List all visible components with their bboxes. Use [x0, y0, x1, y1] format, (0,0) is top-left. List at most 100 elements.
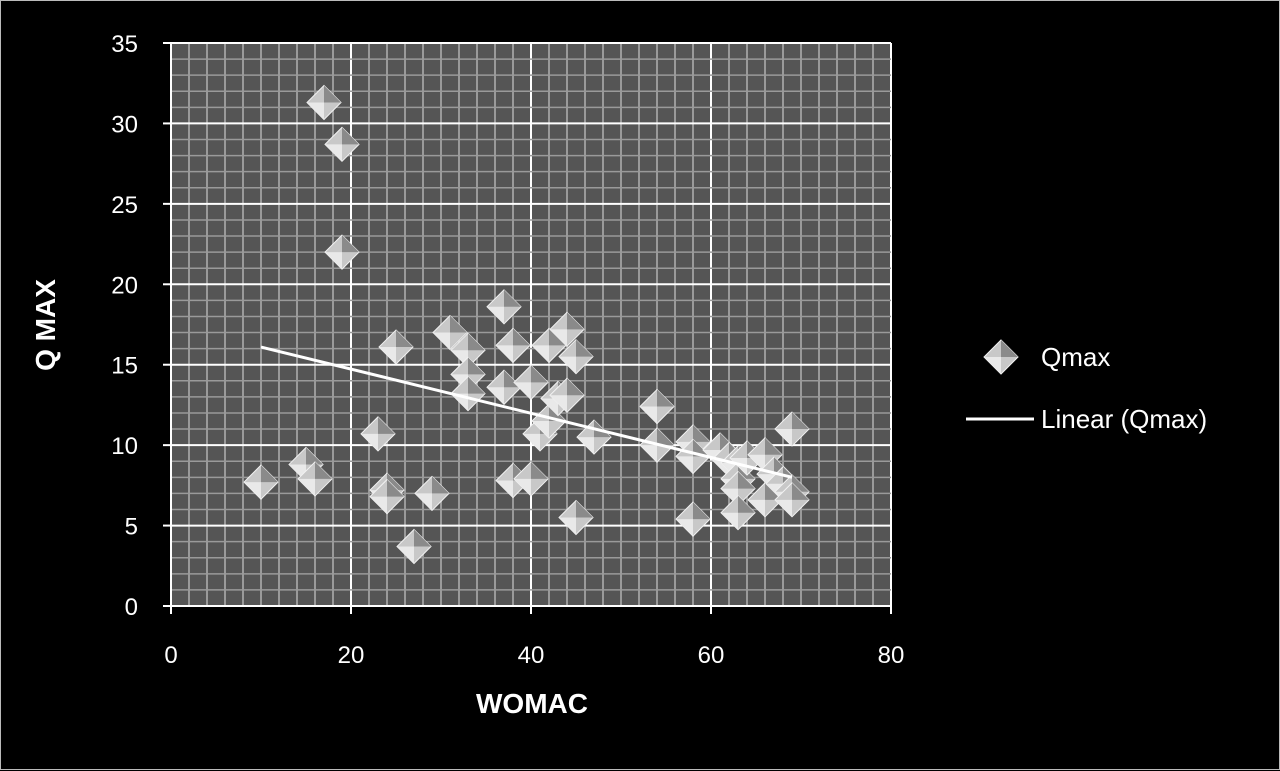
legend-diamond-shape	[983, 339, 1019, 375]
y-tick-labels: 0 5 10 15 20 25 30 35	[111, 31, 138, 621]
qmax-point	[639, 388, 675, 425]
diamond-highlight	[676, 519, 693, 537]
diamond-shade	[396, 330, 413, 348]
qmax-point	[378, 329, 414, 365]
grid-lines	[170, 42, 892, 607]
qmax-point	[369, 478, 405, 515]
diamond-shade	[378, 416, 395, 434]
y-tick-label: 20	[111, 272, 138, 299]
diamond-highlight	[676, 456, 693, 474]
legend-trendline-label: Linear (Qmax)	[1041, 404, 1207, 434]
diamond-shade	[531, 365, 548, 383]
qmax-point	[675, 501, 711, 537]
diamond-shade	[657, 428, 674, 446]
diamond-highlight	[244, 482, 261, 500]
diamond-highlight	[550, 395, 567, 413]
qmax-point	[414, 475, 450, 512]
diamond-highlight	[541, 398, 558, 416]
diamond-shade	[792, 482, 809, 500]
qmax-point	[486, 289, 522, 325]
y-tick-label: 10	[111, 433, 138, 460]
x-tick-labels: 0 20 40 60 80	[164, 642, 904, 669]
qmax-point	[513, 364, 549, 401]
legend-qmax-marker-icon	[983, 339, 1019, 375]
diamond-shade	[576, 500, 593, 518]
qmax-point	[450, 375, 486, 412]
diamond-highlight	[559, 356, 576, 374]
diamond-shade	[468, 357, 485, 375]
diamond-highlight	[775, 499, 792, 517]
diamond-highlight	[640, 445, 657, 463]
diamond-highlight	[325, 144, 342, 162]
qmax-point	[306, 84, 342, 121]
diamond-shade	[792, 412, 809, 430]
diamond-highlight	[496, 480, 513, 498]
y-tick-label: 5	[125, 514, 138, 541]
diamond-highlight	[721, 512, 738, 530]
x-tick-label: 60	[698, 642, 725, 669]
diamond-shade	[504, 289, 521, 307]
diamond-highlight	[415, 493, 432, 511]
diamond-highlight	[487, 306, 504, 324]
diamond-highlight	[487, 387, 504, 405]
qmax-point	[243, 464, 279, 500]
diamond-highlight	[984, 357, 1001, 374]
diamond-highlight	[514, 478, 531, 496]
y-tick-label: 35	[111, 31, 138, 58]
diamond-shade	[513, 328, 530, 346]
qmax-point	[324, 234, 360, 270]
diamond-shade	[567, 378, 584, 396]
diamond-shade	[576, 339, 593, 357]
diamond-shade	[261, 465, 278, 483]
linear-trendline	[260, 345, 793, 479]
diamond-shade	[765, 437, 782, 455]
diamond-shade	[324, 85, 341, 103]
axes	[163, 42, 892, 614]
qmax-point	[549, 377, 585, 413]
legend-qmax-label: Qmax	[1041, 342, 1110, 372]
y-tick-label: 30	[111, 111, 138, 138]
qmax-point	[549, 311, 585, 348]
x-axis-title: WOMAC	[476, 688, 588, 719]
diamond-shade	[1001, 340, 1018, 357]
diamond-highlight	[559, 517, 576, 535]
qmax-point	[576, 419, 612, 455]
diamond-highlight	[523, 433, 540, 451]
diamond-shade	[567, 312, 584, 330]
diamond-shade	[657, 389, 674, 407]
qmax-point	[558, 338, 594, 375]
legend: Qmax Linear (Qmax)	[966, 339, 1207, 434]
diamond-highlight	[361, 433, 378, 451]
diamond-highlight	[532, 421, 549, 439]
diamond-highlight	[514, 382, 531, 400]
diamond-shade	[432, 476, 449, 494]
diamond-highlight	[577, 437, 594, 455]
diamond-shade	[531, 461, 548, 479]
y-axis-title: Q MAX	[30, 279, 61, 371]
diamond-highlight	[433, 332, 450, 350]
diamond-shade	[342, 235, 359, 253]
diamond-shade	[693, 502, 710, 520]
diamond-highlight	[379, 347, 396, 365]
diamond-shade	[306, 447, 323, 465]
x-tick-label: 80	[878, 642, 905, 669]
diamond-highlight	[532, 345, 549, 363]
qmax-point	[396, 528, 432, 565]
diamond-highlight	[550, 329, 567, 347]
x-tick-label: 40	[518, 642, 545, 669]
diamond-shade	[315, 461, 332, 479]
qmax-point	[432, 314, 468, 351]
qmax-point	[774, 482, 810, 518]
data-points	[243, 84, 810, 565]
diamond-highlight	[307, 102, 324, 120]
diamond-highlight	[748, 454, 765, 472]
diamond-shade	[738, 495, 755, 513]
diamond-shade	[414, 529, 431, 547]
y-tick-label: 15	[111, 353, 138, 380]
diamond-highlight	[298, 478, 315, 496]
qmax-point	[558, 499, 594, 536]
x-tick-label: 20	[338, 642, 365, 669]
qmax-point	[288, 446, 324, 483]
